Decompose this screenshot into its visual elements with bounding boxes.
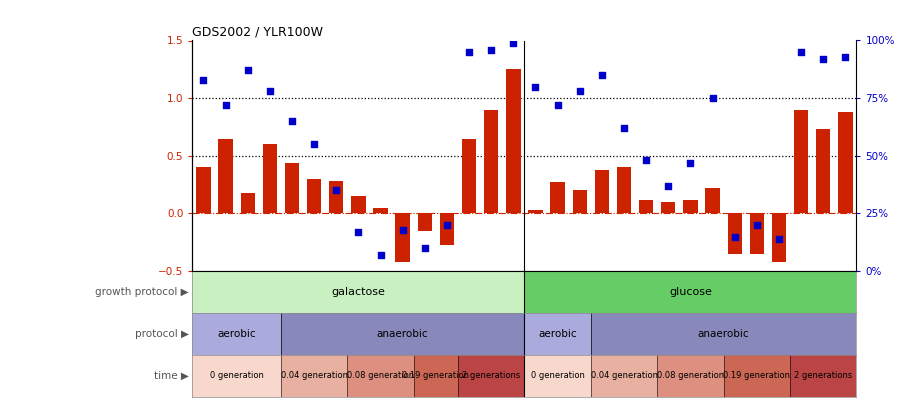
- Point: [705, 95, 720, 101]
- Point: [218, 102, 233, 108]
- Text: 0.08 generation: 0.08 generation: [347, 371, 414, 380]
- Text: protocol ▶: protocol ▶: [135, 329, 189, 339]
- Point: [418, 245, 432, 251]
- Bar: [414, 355, 458, 397]
- Bar: [727, 213, 742, 254]
- Point: [551, 102, 565, 108]
- Text: 0.04 generation: 0.04 generation: [591, 371, 658, 380]
- Text: 0.19 generation: 0.19 generation: [402, 371, 469, 380]
- Bar: [683, 200, 698, 213]
- Bar: [484, 110, 498, 213]
- Bar: [816, 129, 831, 213]
- Bar: [285, 163, 300, 213]
- Bar: [591, 355, 657, 397]
- Bar: [572, 190, 587, 213]
- Bar: [661, 202, 675, 213]
- Point: [683, 160, 698, 166]
- Bar: [418, 213, 432, 231]
- Bar: [396, 213, 409, 262]
- Bar: [772, 213, 786, 262]
- Bar: [594, 170, 609, 213]
- Point: [616, 125, 631, 131]
- Text: aerobic: aerobic: [217, 329, 256, 339]
- Point: [638, 157, 653, 164]
- Bar: [749, 213, 764, 254]
- Bar: [507, 69, 520, 213]
- Bar: [458, 355, 524, 397]
- Point: [440, 222, 454, 228]
- Bar: [838, 112, 853, 213]
- Text: galactose: galactose: [332, 287, 386, 297]
- Text: 0 generation: 0 generation: [210, 371, 264, 380]
- Bar: [347, 355, 414, 397]
- Bar: [794, 110, 808, 213]
- Point: [196, 77, 211, 83]
- Point: [396, 226, 410, 233]
- Bar: [524, 271, 856, 313]
- Text: glucose: glucose: [669, 287, 712, 297]
- Bar: [307, 179, 322, 213]
- Bar: [462, 139, 476, 213]
- Point: [594, 72, 609, 78]
- Bar: [440, 213, 454, 245]
- Bar: [529, 210, 542, 213]
- Point: [240, 67, 255, 74]
- Bar: [351, 196, 365, 213]
- Bar: [192, 355, 281, 397]
- Text: growth protocol ▶: growth protocol ▶: [95, 287, 189, 297]
- Text: 0.04 generation: 0.04 generation: [280, 371, 347, 380]
- Point: [727, 233, 742, 240]
- Bar: [329, 181, 344, 213]
- Point: [506, 40, 520, 46]
- Text: 0.19 generation: 0.19 generation: [724, 371, 791, 380]
- Bar: [192, 271, 524, 313]
- Point: [484, 47, 498, 53]
- Bar: [374, 208, 387, 213]
- Point: [329, 187, 344, 194]
- Text: 0 generation: 0 generation: [530, 371, 584, 380]
- Point: [838, 53, 853, 60]
- Text: 2 generations: 2 generations: [794, 371, 853, 380]
- Bar: [658, 355, 724, 397]
- Point: [351, 229, 365, 235]
- Bar: [705, 188, 720, 213]
- Bar: [281, 313, 524, 355]
- Text: 2 generations: 2 generations: [462, 371, 520, 380]
- Bar: [616, 167, 631, 213]
- Point: [529, 83, 543, 90]
- Bar: [524, 355, 591, 397]
- Bar: [218, 139, 233, 213]
- Text: anaerobic: anaerobic: [698, 329, 749, 339]
- Bar: [524, 313, 591, 355]
- Point: [771, 236, 786, 242]
- Point: [661, 183, 676, 189]
- Bar: [551, 182, 565, 213]
- Bar: [790, 355, 856, 397]
- Bar: [192, 313, 281, 355]
- Point: [373, 252, 387, 258]
- Point: [462, 49, 476, 55]
- Point: [263, 88, 278, 94]
- Text: 0.08 generation: 0.08 generation: [657, 371, 724, 380]
- Point: [572, 88, 587, 94]
- Point: [749, 222, 764, 228]
- Bar: [591, 313, 856, 355]
- Bar: [724, 355, 790, 397]
- Bar: [241, 193, 255, 213]
- Bar: [196, 167, 211, 213]
- Text: time ▶: time ▶: [154, 371, 189, 381]
- Text: anaerobic: anaerobic: [376, 329, 429, 339]
- Point: [816, 56, 831, 62]
- Bar: [639, 200, 653, 213]
- Point: [307, 141, 322, 147]
- Bar: [281, 355, 347, 397]
- Text: GDS2002 / YLR100W: GDS2002 / YLR100W: [192, 26, 323, 38]
- Point: [285, 118, 300, 124]
- Point: [794, 49, 809, 55]
- Bar: [263, 144, 277, 213]
- Text: aerobic: aerobic: [539, 329, 577, 339]
